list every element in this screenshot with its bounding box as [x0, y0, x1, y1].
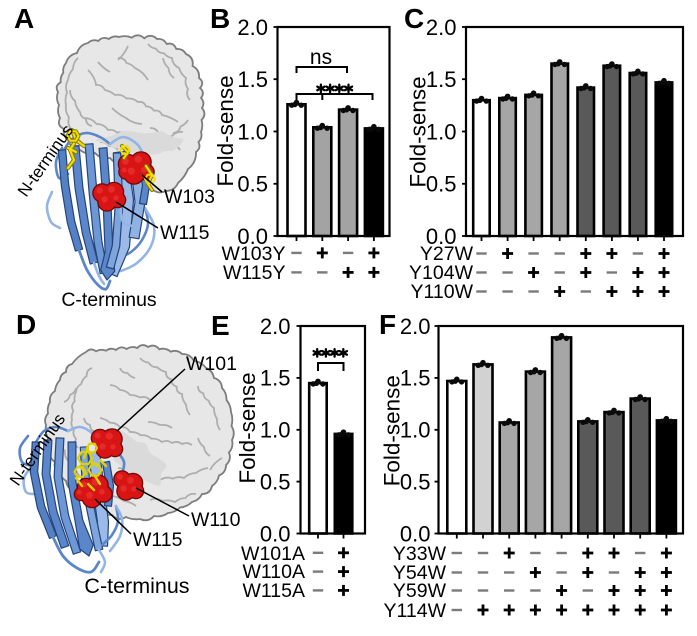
svg-text:E: E: [211, 310, 230, 341]
svg-text:1.5: 1.5: [400, 366, 431, 391]
svg-text:Y27W: Y27W: [420, 243, 474, 265]
svg-text:C-terminus: C-terminus: [84, 574, 189, 598]
svg-text:2.0: 2.0: [237, 15, 268, 40]
svg-text:0.0: 0.0: [260, 521, 291, 546]
svg-text:W110: W110: [191, 509, 241, 531]
svg-text:1.0: 1.0: [237, 119, 268, 144]
svg-text:0.0: 0.0: [426, 224, 457, 249]
svg-text:Fold-sense: Fold-sense: [380, 375, 405, 486]
svg-text:C-terminus: C-terminus: [61, 289, 157, 311]
svg-text:W110A: W110A: [243, 561, 306, 583]
svg-text:Y110W: Y110W: [411, 281, 474, 303]
svg-text:W101A: W101A: [241, 543, 305, 565]
svg-text:Fold-sense: Fold-sense: [235, 372, 260, 483]
svg-text:1.5: 1.5: [260, 366, 291, 391]
svg-text:0.5: 0.5: [400, 469, 431, 494]
svg-text:F: F: [379, 309, 396, 340]
svg-text:1.5: 1.5: [426, 67, 457, 92]
svg-text:0.5: 0.5: [426, 172, 457, 197]
svg-text:1.0: 1.0: [260, 418, 291, 443]
svg-text:Y104W: Y104W: [409, 262, 474, 284]
svg-text:2.0: 2.0: [400, 314, 431, 339]
svg-text:Y114W: Y114W: [384, 600, 447, 622]
svg-text:0.5: 0.5: [237, 172, 268, 197]
svg-text:2.0: 2.0: [426, 15, 457, 40]
svg-text:2.0: 2.0: [260, 314, 291, 339]
svg-text:W103Y: W103Y: [222, 243, 286, 265]
svg-text:W103: W103: [164, 186, 215, 208]
svg-text:1.0: 1.0: [400, 418, 431, 443]
svg-text:1.0: 1.0: [426, 119, 457, 144]
svg-text:Fold-sense: Fold-sense: [406, 76, 431, 187]
svg-text:0.0: 0.0: [237, 224, 268, 249]
svg-text:0.5: 0.5: [260, 469, 291, 494]
svg-text:W115: W115: [160, 222, 210, 244]
svg-text:Fold-sense: Fold-sense: [213, 75, 238, 186]
svg-text:Y59W: Y59W: [393, 580, 447, 602]
svg-text:C: C: [404, 3, 424, 34]
svg-text:ns: ns: [310, 46, 332, 69]
svg-text:Y54W: Y54W: [393, 562, 447, 584]
svg-text:1.5: 1.5: [237, 67, 268, 92]
svg-text:W101: W101: [186, 353, 237, 375]
svg-text:Y33W: Y33W: [393, 543, 447, 565]
svg-text:B: B: [210, 3, 230, 34]
svg-text:W115Y: W115Y: [223, 262, 286, 284]
svg-text:W115A: W115A: [243, 580, 306, 602]
svg-text:0.0: 0.0: [400, 521, 431, 546]
svg-text:D: D: [16, 309, 36, 340]
svg-text:A: A: [14, 3, 34, 34]
svg-text:W115: W115: [133, 529, 183, 551]
